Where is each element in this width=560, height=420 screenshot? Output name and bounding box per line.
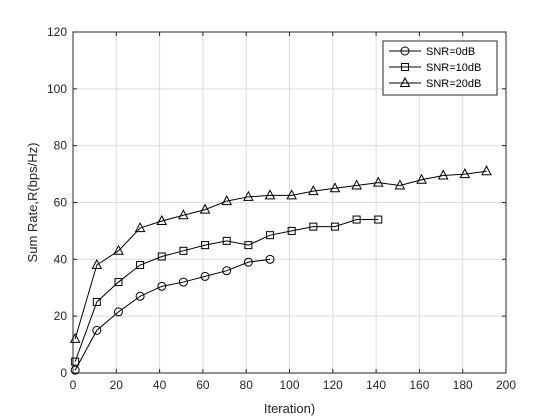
y-tick-label: 80 [54, 139, 68, 153]
x-tick-label: 120 [323, 378, 343, 392]
circle-data-point [92, 325, 102, 335]
triangle-data-point [351, 179, 362, 190]
circle-data-point [135, 291, 145, 301]
series-line [74, 258, 271, 371]
series-square [71, 215, 383, 366]
triangle-data-point [329, 182, 341, 193]
circle-data-point [113, 307, 123, 317]
y-tick-label: 60 [54, 196, 68, 210]
series-triangle [69, 165, 492, 343]
triangle-data-point [91, 258, 103, 270]
y-tick-label: 40 [54, 252, 68, 266]
x-tick-label: 140 [366, 378, 386, 392]
axis-ticks: 0 20 40 60 80 100 120 140 160 180 200 0 20 40 60 80 100 1… [47, 25, 516, 392]
triangle-data-point [156, 214, 168, 225]
square-data-point [71, 357, 80, 366]
triangle-data-point [459, 168, 471, 179]
square-data-point [352, 215, 361, 224]
x-axis-title: Iteration) [264, 401, 315, 416]
circle-data-point [178, 277, 188, 287]
x-tick-label: 100 [279, 378, 299, 392]
triangle-data-point [481, 165, 492, 176]
triangle-data-point [69, 332, 81, 343]
legend-item: SNR=20dB [389, 76, 481, 90]
square-data-point [136, 261, 145, 270]
y-tick-label: 20 [54, 309, 68, 323]
x-tick-label: 0 [70, 378, 77, 392]
x-tick-label: 180 [453, 378, 473, 392]
y-axis-title: Sum Rate,R(bps/Hz) [25, 143, 40, 263]
square-data-point [266, 231, 275, 240]
square-data-point [222, 236, 231, 245]
circle-data-point [70, 365, 80, 375]
legend: SNR=0dB SNR=10dB SNR=20dB [382, 40, 498, 96]
legend-marker [400, 46, 410, 56]
data-series [69, 165, 492, 375]
triangle-data-point [221, 195, 233, 206]
triangle-data-point [264, 189, 276, 200]
square-data-point [330, 222, 339, 231]
triangle-data-point [372, 176, 384, 187]
circle-data-point [200, 271, 210, 281]
triangle-data-point [178, 209, 189, 220]
x-tick-label: 60 [196, 378, 210, 392]
legend-label: SNR=10dB [426, 62, 481, 74]
legend-label: SNR=20dB [426, 78, 481, 90]
square-data-point [92, 297, 101, 306]
y-tick-label: 0 [60, 366, 67, 380]
triangle-data-point [286, 189, 297, 200]
x-tick-label: 200 [496, 378, 516, 392]
square-data-point [179, 246, 188, 255]
series-line [74, 219, 379, 362]
legend-marker [399, 76, 411, 87]
x-tick-label: 160 [409, 378, 429, 392]
triangle-data-point [113, 244, 124, 255]
circle-data-point [157, 281, 167, 291]
circle-data-point [243, 257, 253, 267]
triangle-data-point [394, 179, 406, 190]
square-data-point [244, 241, 253, 250]
legend-marker [401, 63, 409, 71]
x-tick-label: 80 [240, 378, 254, 392]
triangle-data-point [134, 222, 146, 233]
triangle-data-point [243, 190, 254, 201]
circle-data-point [222, 266, 232, 276]
square-data-point [309, 222, 318, 231]
circle-data-point [265, 254, 275, 264]
legend-label: SNR=0dB [426, 46, 475, 58]
y-tick-label: 100 [47, 82, 67, 96]
triangle-data-point [307, 185, 319, 196]
triangle-data-point [199, 203, 211, 214]
y-tick-label: 120 [47, 25, 67, 39]
legend-item: SNR=10dB [389, 62, 481, 74]
square-data-point [114, 278, 123, 287]
square-data-point [201, 241, 210, 250]
square-data-point [374, 215, 383, 224]
square-data-point [287, 226, 296, 235]
legend-item: SNR=0dB [389, 46, 475, 58]
triangle-data-point [437, 169, 449, 180]
x-tick-label: 40 [153, 378, 167, 392]
series-circle [70, 254, 275, 375]
triangle-data-point [416, 173, 427, 184]
square-data-point [157, 252, 166, 261]
x-tick-label: 20 [110, 378, 124, 392]
